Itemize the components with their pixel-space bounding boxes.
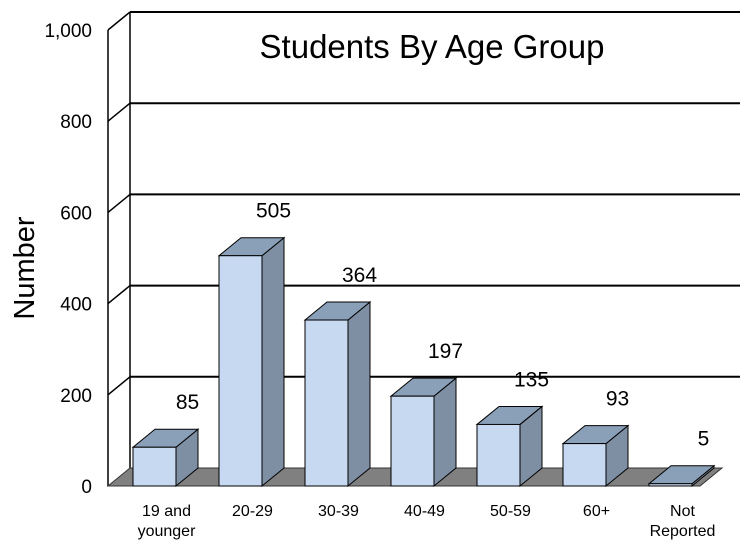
- data-label: 85: [176, 391, 199, 414]
- data-labels: 85 505 364 197 135 93 5: [176, 200, 710, 451]
- gridline-depth: [107, 193, 131, 213]
- bar: [475, 405, 544, 488]
- category-label: 40-49: [404, 503, 445, 520]
- category-label: 20-29: [232, 503, 273, 520]
- gridline-depth: [107, 376, 131, 396]
- gridline-depth: [107, 11, 131, 31]
- data-label: 364: [342, 264, 377, 287]
- y-tick-label: 0: [81, 477, 92, 498]
- bar: [217, 236, 286, 488]
- category-label: 19 and younger: [138, 503, 196, 540]
- bars-layer: [131, 236, 716, 488]
- bar-front: [476, 423, 521, 487]
- y-tick-labels: 0 200 400 600 800 1,000: [44, 21, 92, 498]
- gridline-depth: [107, 102, 131, 122]
- bar-front: [562, 443, 607, 487]
- y-tick-label: 400: [60, 295, 92, 316]
- y-tick-label: 1,000: [44, 21, 92, 42]
- data-label: 505: [256, 200, 291, 223]
- data-label: 197: [428, 340, 463, 363]
- category-labels: 19 and younger 20-29 30-39 40-49 50-59 60+ Not R…: [138, 503, 716, 540]
- bar-side: [347, 300, 371, 488]
- category-label: 30-39: [318, 503, 359, 520]
- data-label: 93: [606, 388, 629, 411]
- bar: [561, 424, 630, 488]
- bar-side: [433, 377, 457, 488]
- data-label: 5: [698, 428, 710, 451]
- category-label: Not Reported: [650, 503, 716, 540]
- gridline-depth: [107, 285, 131, 305]
- bar-front: [304, 319, 349, 487]
- category-label: 60+: [583, 503, 610, 520]
- bar: [389, 377, 458, 488]
- y-tick-label: 200: [60, 386, 92, 407]
- y-tick-label: 600: [60, 203, 92, 224]
- bar-front: [390, 395, 435, 487]
- chart-title: Students By Age Group: [260, 28, 605, 65]
- bar-side: [261, 236, 285, 488]
- bar-front: [648, 483, 693, 487]
- y-axis-label: Number: [9, 216, 41, 319]
- bar: [647, 464, 716, 488]
- y-tick-label: 800: [60, 112, 92, 133]
- data-label: 135: [514, 368, 549, 391]
- bar: [131, 428, 200, 488]
- bar-front: [218, 255, 263, 487]
- bar-front: [132, 446, 177, 487]
- bar: [303, 300, 372, 488]
- category-label: 50-59: [490, 503, 531, 520]
